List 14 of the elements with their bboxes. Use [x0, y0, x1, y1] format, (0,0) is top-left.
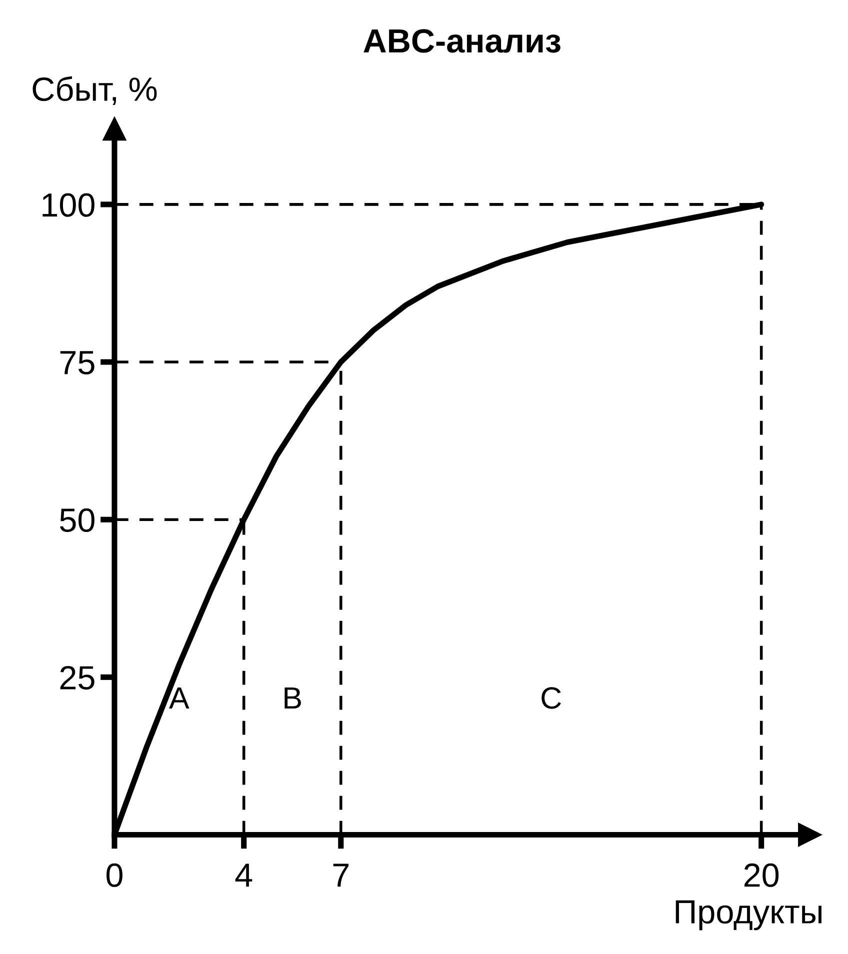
- x-tick-label: 0: [106, 863, 122, 888]
- annotation: C: [542, 687, 561, 709]
- y-tick-label: 50: [60, 508, 94, 532]
- x-tick-label: 4: [235, 864, 252, 887]
- annotation: A: [169, 688, 190, 709]
- y-tick-label: 75: [60, 351, 94, 374]
- x-axis-title: Продукты: [676, 900, 822, 930]
- x-tick-label: 7: [333, 864, 348, 887]
- annotation: B: [284, 688, 301, 709]
- y-axis-title: Сбыт, %: [32, 76, 157, 105]
- y-tick-label: 25: [60, 666, 94, 690]
- y-tick-label: 100: [42, 193, 94, 217]
- chart-title: ABC-анализ: [364, 29, 560, 53]
- x-tick-label: 20: [744, 863, 779, 888]
